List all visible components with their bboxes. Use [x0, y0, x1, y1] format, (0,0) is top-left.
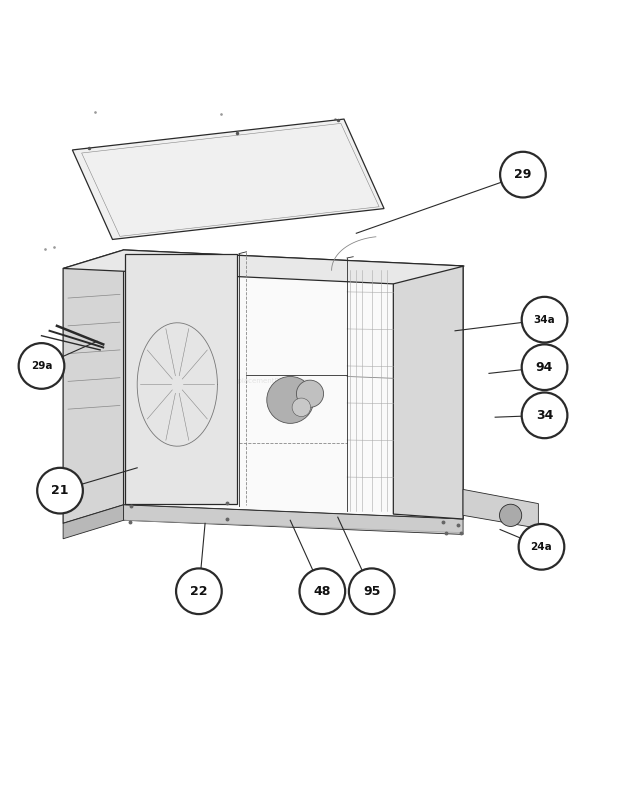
Circle shape	[521, 393, 567, 438]
Polygon shape	[123, 505, 463, 534]
Circle shape	[176, 568, 222, 614]
Circle shape	[349, 568, 394, 614]
Polygon shape	[125, 251, 393, 514]
Circle shape	[37, 467, 83, 513]
Circle shape	[500, 505, 521, 526]
Polygon shape	[73, 119, 384, 239]
Circle shape	[500, 152, 546, 197]
Text: 29a: 29a	[31, 361, 52, 371]
Circle shape	[296, 380, 324, 407]
Text: 29: 29	[514, 168, 531, 181]
Text: 21: 21	[51, 484, 69, 497]
Text: www.ReplacementParts.com: www.ReplacementParts.com	[211, 378, 310, 384]
Text: 94: 94	[536, 361, 553, 374]
Polygon shape	[63, 250, 123, 523]
Text: 22: 22	[190, 584, 208, 598]
Polygon shape	[463, 489, 538, 528]
Circle shape	[292, 398, 311, 417]
Circle shape	[521, 297, 567, 343]
Circle shape	[518, 524, 564, 570]
Circle shape	[521, 344, 567, 390]
Circle shape	[267, 376, 314, 423]
Text: 34a: 34a	[534, 314, 556, 325]
Polygon shape	[393, 266, 463, 519]
Text: 95: 95	[363, 584, 381, 598]
Polygon shape	[123, 250, 463, 519]
Text: 48: 48	[314, 584, 331, 598]
Text: 34: 34	[536, 409, 553, 422]
Text: 24a: 24a	[531, 542, 552, 552]
Circle shape	[299, 568, 345, 614]
Circle shape	[19, 343, 64, 388]
Polygon shape	[63, 505, 123, 538]
Polygon shape	[63, 250, 464, 284]
Polygon shape	[125, 254, 237, 505]
